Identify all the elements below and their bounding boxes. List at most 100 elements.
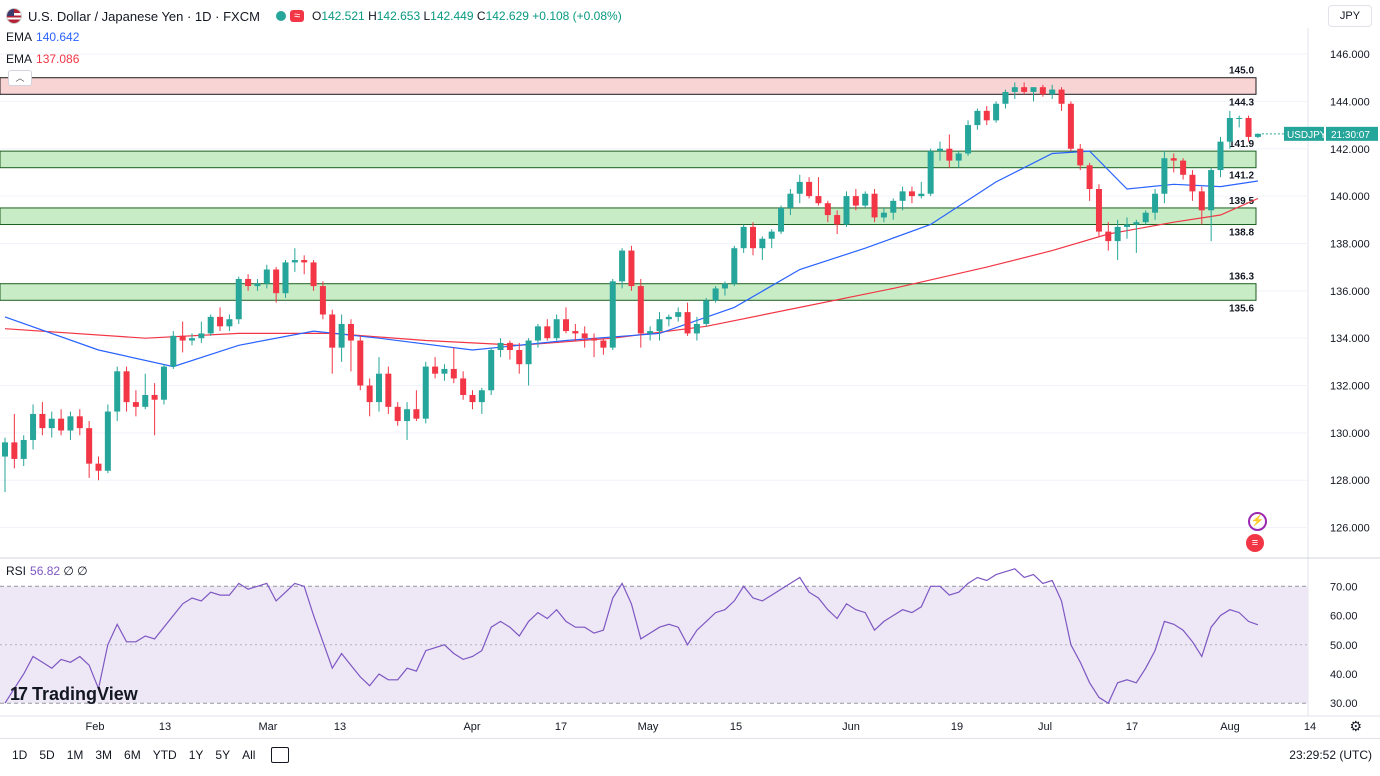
tf-3m[interactable]: 3M [95,748,113,762]
time-tick-12: Aug [1220,721,1240,733]
candle-body-33 [310,262,317,287]
candle-body-68 [637,286,644,334]
candle-body-2 [20,439,27,459]
tf-1d[interactable]: 1D [12,748,28,762]
candle-body-119 [1114,226,1121,242]
gear-icon[interactable]: ⚙ [1349,718,1362,734]
candle-body-7 [67,416,74,431]
candle-body-35 [329,314,336,348]
zone-label-high-3: 136.3 [1229,272,1254,283]
candle-body-94 [880,212,887,218]
candle-body-23 [217,316,224,327]
candle-body-81 [759,238,766,249]
calendar-icon[interactable] [271,747,290,763]
ohlc-readout: O142.521 H142.653 L142.449 C142.629 +0.1… [311,9,622,23]
tf-all[interactable]: All [242,748,256,762]
candle-body-25 [235,278,242,320]
candle-body-50 [469,394,476,403]
candle-body-48 [450,368,457,379]
candle-body-60 [563,319,569,332]
time-tag-bg [1326,126,1378,141]
candle-body-14 [132,402,139,407]
candle-body-26 [245,278,252,287]
collapse-legend-button[interactable]: ︿ [8,70,32,86]
time-tick-11: 17 [1126,721,1138,733]
candle-body-37 [347,323,354,341]
candle-body-98 [918,193,925,197]
candle-body-58 [544,326,551,339]
candle-body-31 [291,260,298,263]
rsi-tick-1: 60.00 [1330,611,1358,623]
candle-body-39 [366,385,373,403]
symbol-tag-bg [1284,126,1324,141]
tf-5d[interactable]: 5D [39,748,55,762]
us-economic-event-icon[interactable]: ≡ [1246,534,1264,552]
candle-body-51 [478,390,485,403]
time-tick-3: 13 [334,721,346,733]
ema-slow-legend[interactable]: EMA 137.086 [6,52,80,66]
candle-body-88 [824,203,831,216]
rsi-tick-3: 40.00 [1330,669,1358,681]
candle-body-44 [413,409,420,419]
candle-body-131 [1226,117,1233,142]
candle-body-103 [965,125,972,154]
rsi-legend[interactable]: RSI 56.82 ∅ ∅ [6,564,88,578]
candle-body-95 [890,200,897,213]
candle-body-101 [946,148,953,161]
candle-body-83 [778,207,785,232]
price-tick-7: 132.000 [1330,381,1370,393]
currency-button[interactable]: JPY [1328,5,1372,27]
candle-body-49 [460,378,467,395]
zone-0 [0,77,1257,95]
candle-body-87 [815,196,822,204]
candle-body-76 [712,288,719,301]
candle-body-63 [591,338,598,341]
wave-icon[interactable]: ≈ [289,10,304,22]
candle-body-113 [1058,89,1065,104]
time-tick-8: Jun [842,721,860,733]
candle-body-132 [1236,117,1243,119]
time-tick-2: Mar [259,721,278,733]
candle-body-17 [160,366,167,400]
candle-body-127 [1189,174,1196,192]
symbol-title[interactable]: U.S. Dollar / Japanese Yen · 1D · FXCM [28,8,260,24]
tf-1m[interactable]: 1M [66,748,84,762]
candle-body-3 [30,413,37,440]
candle-body-71 [665,316,672,320]
candle-body-21 [198,333,205,339]
candle-body-69 [647,331,654,334]
tf-6m[interactable]: 6M [124,748,141,762]
candle-body-134 [1254,133,1261,137]
time-tick-0: Feb [86,721,105,733]
rsi-tick-2: 50.00 [1330,640,1358,652]
candle-body-121 [1133,222,1140,225]
tf-ytd[interactable]: YTD [152,748,177,762]
zone-label-high-1: 141.9 [1229,139,1254,150]
candle-body-15 [142,394,149,407]
candle-body-57 [534,326,541,341]
candle-body-54 [506,342,513,351]
zone-label-high-0: 145.0 [1229,66,1254,77]
candle-body-70 [656,319,663,332]
candle-body-61 [572,331,579,334]
candle-body-55 [516,350,523,365]
candle-body-45 [422,366,429,419]
candle-body-28 [263,269,270,284]
candle-body-104 [974,110,981,126]
candle-body-46 [432,366,439,374]
utc-clock[interactable]: 23:29:52 (UTC) [1289,748,1372,762]
candle-body-122 [1142,212,1149,223]
candle-body-110 [1030,87,1037,92]
tf-1y[interactable]: 1Y [188,748,204,762]
tradingview-logo: 17 TradingView [10,684,138,704]
ema-fast-legend[interactable]: EMA 140.642 [6,30,80,44]
candle-body-10 [95,463,102,471]
candle-body-133 [1245,117,1252,137]
candle-body-84 [787,193,794,208]
candle-body-24 [226,319,233,327]
time-tick-5: 17 [555,721,567,733]
tf-5y[interactable]: 5Y [215,748,231,762]
lightning-icon[interactable]: ⚡ [1248,512,1267,531]
candle-body-52 [488,350,495,391]
